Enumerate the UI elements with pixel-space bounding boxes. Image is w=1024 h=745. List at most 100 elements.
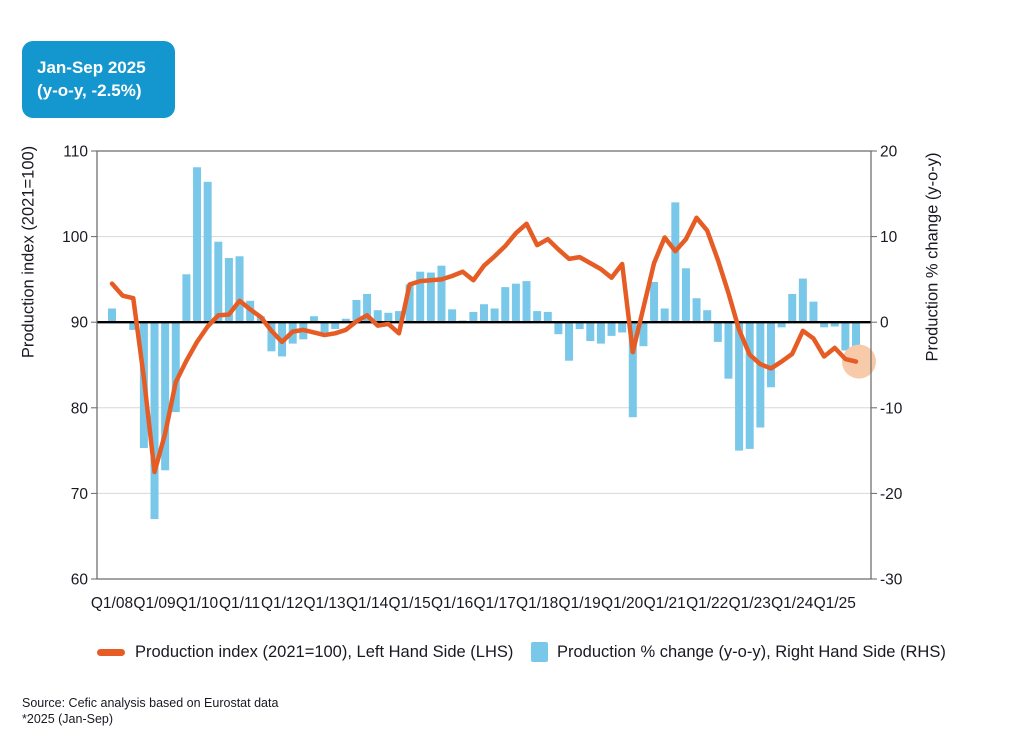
x-tick-label: Q1/12 — [261, 595, 303, 612]
bar — [171, 322, 180, 413]
bar — [469, 311, 478, 323]
bar — [607, 322, 616, 336]
bar — [554, 322, 563, 335]
bar — [533, 311, 542, 323]
bar — [703, 310, 712, 323]
bar — [214, 241, 223, 323]
latest-point-highlight — [842, 344, 877, 379]
bar — [650, 281, 659, 323]
bar — [394, 311, 403, 323]
bar — [766, 322, 775, 388]
bar — [309, 316, 318, 323]
bar — [480, 304, 489, 323]
right-axis-title: Production % change (y-o-y) — [923, 152, 942, 362]
bar — [150, 322, 159, 520]
bar — [405, 284, 414, 323]
x-tick-label: Q1/21 — [644, 595, 686, 612]
bar — [384, 312, 393, 323]
x-tick-label: Q1/16 — [431, 595, 473, 612]
x-tick-label: Q1/25 — [814, 595, 856, 612]
bar — [639, 322, 648, 347]
x-tick-label: Q1/13 — [303, 595, 345, 612]
line-series-swatch — [97, 648, 125, 656]
left-tick-label: 90 — [71, 315, 89, 332]
bar — [108, 308, 116, 323]
source-note: Source: Cefic analysis based on Eurostat… — [22, 696, 279, 710]
x-tick-label: Q1/09 — [133, 595, 175, 612]
right-tick-label: 0 — [880, 315, 889, 332]
bar — [341, 318, 350, 323]
bar — [331, 322, 340, 330]
bar — [182, 274, 191, 323]
x-tick-label: Q1/22 — [686, 595, 728, 612]
bar — [628, 322, 637, 418]
bar — [575, 322, 584, 330]
left-tick-label: 110 — [63, 144, 88, 161]
legend-label: Production % change (y-o-y), Right Hand … — [557, 642, 946, 661]
bar — [416, 271, 425, 323]
x-tick-label: Q1/18 — [516, 595, 558, 612]
bar — [426, 272, 435, 323]
bar — [501, 287, 510, 323]
legend-label: Production index (2021=100), Left Hand S… — [135, 642, 514, 661]
production-index-line — [109, 215, 859, 475]
bar — [373, 310, 382, 323]
period-note: *2025 (Jan-Sep) — [22, 712, 114, 726]
bar — [193, 167, 202, 323]
right-tick-label: -10 — [880, 400, 903, 417]
bar — [841, 322, 850, 351]
bar — [320, 322, 329, 333]
bar — [352, 299, 361, 323]
bar — [618, 322, 627, 333]
x-tick-label: Q1/20 — [601, 595, 644, 612]
bar — [756, 322, 765, 428]
x-tick-label: Q1/17 — [474, 595, 516, 612]
bar — [448, 309, 457, 323]
bar — [267, 322, 276, 352]
bar — [522, 281, 531, 323]
bar — [713, 322, 722, 342]
bar — [788, 293, 797, 323]
bar-series-swatch — [531, 642, 548, 662]
bar — [596, 322, 605, 344]
bar — [830, 322, 839, 327]
bar — [224, 258, 233, 323]
right-tick-label: 20 — [880, 144, 898, 161]
badge-line2: (y-o-y, -2.5%) — [37, 81, 142, 100]
bar — [724, 322, 733, 379]
bar — [363, 293, 372, 323]
right-tick-label: -20 — [880, 486, 903, 503]
x-tick-label: Q1/24 — [771, 595, 814, 612]
bar — [235, 256, 244, 323]
right-tick-label: 10 — [880, 229, 898, 246]
bar — [511, 283, 520, 323]
bar — [777, 322, 786, 328]
bar — [809, 301, 818, 323]
bar — [671, 202, 680, 323]
bar — [681, 268, 690, 323]
right-tick-label: -30 — [880, 572, 903, 589]
x-tick-label: Q1/14 — [346, 595, 389, 612]
bar — [490, 308, 499, 323]
plot-border — [96, 150, 872, 580]
x-tick-label: Q1/23 — [729, 595, 771, 612]
left-tick-label: 80 — [71, 400, 89, 417]
bar — [660, 308, 669, 323]
bar — [820, 322, 829, 328]
bar — [543, 311, 552, 323]
bar — [437, 265, 446, 323]
left-axis-title: Production index (2021=100) — [19, 145, 38, 359]
x-tick-label: Q1/19 — [559, 595, 601, 612]
bar — [565, 322, 574, 361]
legend-item-production-index: Production index (2021=100), Left Hand S… — [97, 641, 513, 663]
legend-item-percent-change: Production % change (y-o-y), Right Hand … — [531, 641, 946, 663]
x-tick-label: Q1/15 — [388, 595, 430, 612]
bar — [745, 322, 754, 449]
x-tick-label: Q1/11 — [219, 595, 260, 612]
bar — [692, 298, 701, 323]
left-tick-label: 70 — [71, 486, 89, 503]
left-tick-label: 60 — [71, 572, 89, 589]
bar — [586, 322, 595, 342]
